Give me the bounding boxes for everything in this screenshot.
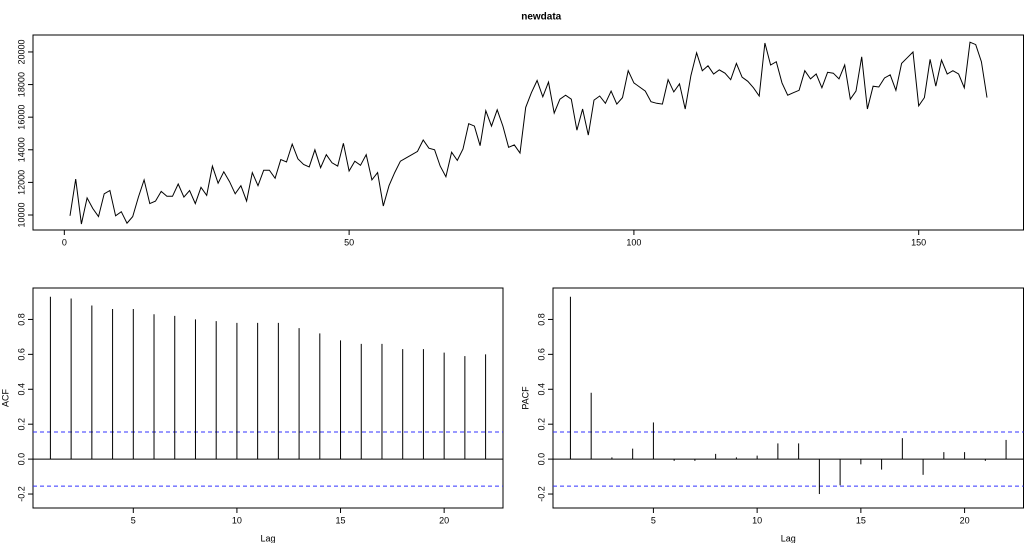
y-tick-label: 10000 (16, 202, 26, 227)
plot-frame (32, 34, 1024, 231)
x-tick-label: 10 (232, 515, 242, 525)
x-tick-label: 100 (626, 237, 641, 247)
x-tick-label: 50 (344, 237, 354, 247)
y-tick-label: 0.2 (16, 418, 26, 431)
y-tick-label: 0.0 (16, 453, 26, 466)
y-axis-label: ACF (0, 388, 10, 407)
y-tick-label: 14000 (16, 137, 26, 162)
y-tick-label: -0.2 (536, 486, 546, 502)
y-tick-label: 0.2 (536, 418, 546, 431)
y-tick-label: 0.4 (536, 383, 546, 396)
x-axis-label: Lag (260, 533, 275, 543)
y-tick-label: 0.0 (536, 453, 546, 466)
y-tick-label: 0.6 (536, 348, 546, 361)
x-tick-label: 15 (856, 515, 866, 525)
x-tick-label: 10 (752, 515, 762, 525)
y-tick-label: 0.8 (16, 313, 26, 326)
plot-frame (552, 287, 1024, 509)
y-tick-label: 20000 (16, 39, 26, 64)
x-tick-label: 20 (439, 515, 449, 525)
y-tick-label: 16000 (16, 105, 26, 130)
y-tick-label: 18000 (16, 72, 26, 97)
chart-title: newdata (521, 12, 561, 23)
x-axis-label: Lag (781, 533, 796, 543)
x-tick-label: 15 (336, 515, 346, 525)
y-tick-label: 0.6 (16, 348, 26, 361)
x-tick-label: 20 (960, 515, 970, 525)
y-tick-label: 0.4 (16, 383, 26, 396)
y-tick-label: -0.2 (16, 486, 26, 502)
x-tick-label: 0 (62, 237, 67, 247)
plot-frame (32, 287, 504, 509)
y-tick-label: 0.8 (536, 313, 546, 326)
series-line (69, 41, 988, 225)
x-tick-label: 150 (911, 237, 926, 247)
y-tick-label: 12000 (16, 170, 26, 195)
x-tick-label: 5 (131, 515, 136, 525)
y-axis-label: PACF (520, 386, 530, 410)
x-tick-label: 5 (651, 515, 656, 525)
